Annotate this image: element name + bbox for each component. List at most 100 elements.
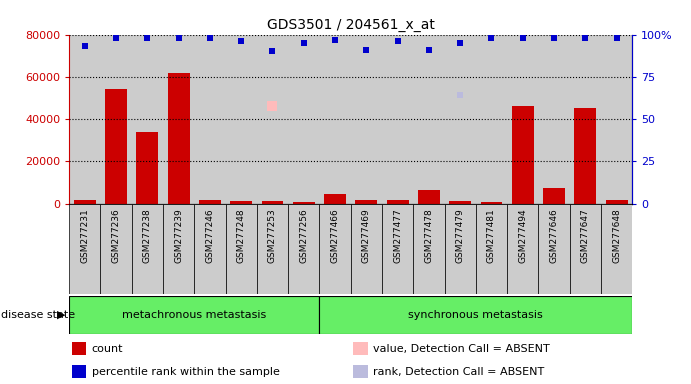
Bar <box>350 35 382 204</box>
Bar <box>538 35 569 204</box>
Bar <box>69 204 100 294</box>
Bar <box>480 202 502 204</box>
Bar <box>100 204 132 294</box>
Text: GSM277236: GSM277236 <box>111 208 120 263</box>
Text: GSM277248: GSM277248 <box>237 208 246 263</box>
Text: GSM277647: GSM277647 <box>581 208 590 263</box>
Bar <box>476 35 507 204</box>
Bar <box>413 35 444 204</box>
Text: GSM277479: GSM277479 <box>455 208 464 263</box>
Bar <box>319 204 350 294</box>
Text: GSM277648: GSM277648 <box>612 208 621 263</box>
Bar <box>538 204 569 294</box>
Bar <box>72 342 86 355</box>
Bar <box>163 204 194 294</box>
Bar <box>319 296 632 334</box>
Point <box>205 35 216 41</box>
Bar <box>194 204 225 294</box>
Text: GSM277494: GSM277494 <box>518 208 527 263</box>
Point <box>267 48 278 55</box>
Bar <box>72 365 86 378</box>
Text: value, Detection Call = ABSENT: value, Detection Call = ABSENT <box>373 344 550 354</box>
Point <box>299 40 310 46</box>
Bar <box>293 202 314 204</box>
Bar <box>288 204 319 294</box>
Bar <box>324 194 346 204</box>
Bar <box>225 35 257 204</box>
Bar <box>355 200 377 204</box>
Bar <box>507 35 538 204</box>
Point <box>455 92 466 98</box>
Bar <box>168 73 189 204</box>
Point <box>580 35 591 41</box>
Point <box>455 40 466 46</box>
Bar <box>601 35 632 204</box>
Text: GSM277246: GSM277246 <box>205 208 214 263</box>
Bar <box>449 201 471 204</box>
Bar <box>601 204 632 294</box>
Bar <box>476 204 507 294</box>
Bar <box>194 35 225 204</box>
Bar <box>354 365 368 378</box>
Point <box>518 35 529 41</box>
Bar <box>132 204 163 294</box>
Bar <box>257 35 288 204</box>
Bar <box>418 190 440 204</box>
Bar <box>319 35 350 204</box>
Text: GSM277481: GSM277481 <box>487 208 496 263</box>
Text: GSM277478: GSM277478 <box>424 208 433 263</box>
Text: count: count <box>92 344 123 354</box>
Point <box>236 38 247 45</box>
Point <box>361 47 372 53</box>
Bar <box>261 201 283 204</box>
Bar <box>350 204 382 294</box>
Text: GSM277469: GSM277469 <box>362 208 371 263</box>
Bar <box>382 204 413 294</box>
Bar <box>288 35 319 204</box>
Text: GSM277253: GSM277253 <box>268 208 277 263</box>
Text: ▶: ▶ <box>57 310 66 320</box>
Point <box>424 47 435 53</box>
Point <box>486 35 497 41</box>
Bar <box>382 35 413 204</box>
Bar <box>354 342 368 355</box>
Bar <box>569 204 601 294</box>
Text: GSM277256: GSM277256 <box>299 208 308 263</box>
Text: metachronous metastasis: metachronous metastasis <box>122 310 266 320</box>
Bar <box>569 35 601 204</box>
Point <box>79 43 91 50</box>
Text: disease state: disease state <box>1 310 75 320</box>
Text: synchronous metastasis: synchronous metastasis <box>408 310 543 320</box>
Bar <box>69 35 100 204</box>
Bar <box>74 200 95 204</box>
Bar <box>163 35 194 204</box>
Bar <box>606 200 627 204</box>
Text: percentile rank within the sample: percentile rank within the sample <box>92 367 279 377</box>
Bar <box>444 35 476 204</box>
Title: GDS3501 / 204561_x_at: GDS3501 / 204561_x_at <box>267 18 435 32</box>
Point <box>267 103 278 109</box>
Text: GSM277646: GSM277646 <box>549 208 558 263</box>
Point <box>142 35 153 41</box>
Point <box>173 35 184 41</box>
Point <box>549 35 560 41</box>
Bar <box>132 35 163 204</box>
Text: GSM277239: GSM277239 <box>174 208 183 263</box>
Bar <box>387 200 408 204</box>
Bar <box>507 204 538 294</box>
Bar <box>136 132 158 204</box>
Bar <box>199 200 221 204</box>
Text: GSM277466: GSM277466 <box>330 208 339 263</box>
Text: rank, Detection Call = ABSENT: rank, Detection Call = ABSENT <box>373 367 545 377</box>
Text: GSM277231: GSM277231 <box>80 208 89 263</box>
Bar <box>413 204 444 294</box>
Bar <box>230 201 252 204</box>
Bar <box>257 204 288 294</box>
Bar <box>225 204 257 294</box>
Bar <box>444 204 476 294</box>
Bar <box>105 89 127 204</box>
Bar <box>512 106 533 204</box>
Bar <box>69 296 319 334</box>
Text: GSM277238: GSM277238 <box>143 208 152 263</box>
Point <box>330 36 341 43</box>
